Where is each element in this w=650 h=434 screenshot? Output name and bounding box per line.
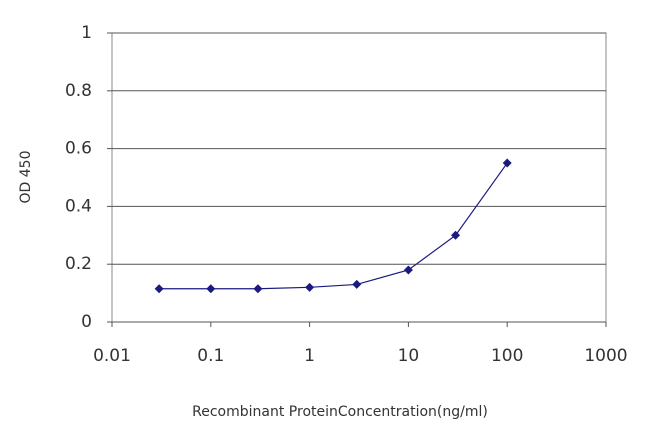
data-point bbox=[403, 265, 413, 275]
x-tick-label: 1 bbox=[304, 346, 315, 366]
data-point bbox=[352, 279, 362, 289]
data-point bbox=[154, 284, 164, 294]
data-point bbox=[253, 284, 263, 294]
data-point bbox=[451, 230, 461, 240]
y-axis-label: OD 450 bbox=[18, 151, 34, 204]
y-tick-label: 0.8 bbox=[65, 81, 92, 101]
x-tick-label: 10 bbox=[398, 346, 420, 366]
data-point bbox=[305, 282, 315, 292]
x-tick-label: 100 bbox=[491, 346, 523, 366]
plot-area bbox=[111, 32, 607, 323]
y-tick-label: 0.2 bbox=[65, 254, 92, 274]
x-tick-label: 0.1 bbox=[197, 346, 224, 366]
data-point bbox=[206, 284, 216, 294]
data-point bbox=[502, 158, 512, 168]
x-tick-label: 1000 bbox=[584, 346, 627, 366]
x-tick-label: 0.01 bbox=[93, 346, 131, 366]
y-tick-label: 0 bbox=[81, 312, 92, 332]
y-tick-label: 0.6 bbox=[65, 139, 92, 159]
series-line bbox=[159, 162, 508, 290]
y-tick-label: 0.4 bbox=[65, 196, 92, 216]
x-axis-label: Recombinant ProteinConcentration(ng/ml) bbox=[192, 404, 488, 420]
y-tick-label: 1 bbox=[81, 23, 92, 43]
